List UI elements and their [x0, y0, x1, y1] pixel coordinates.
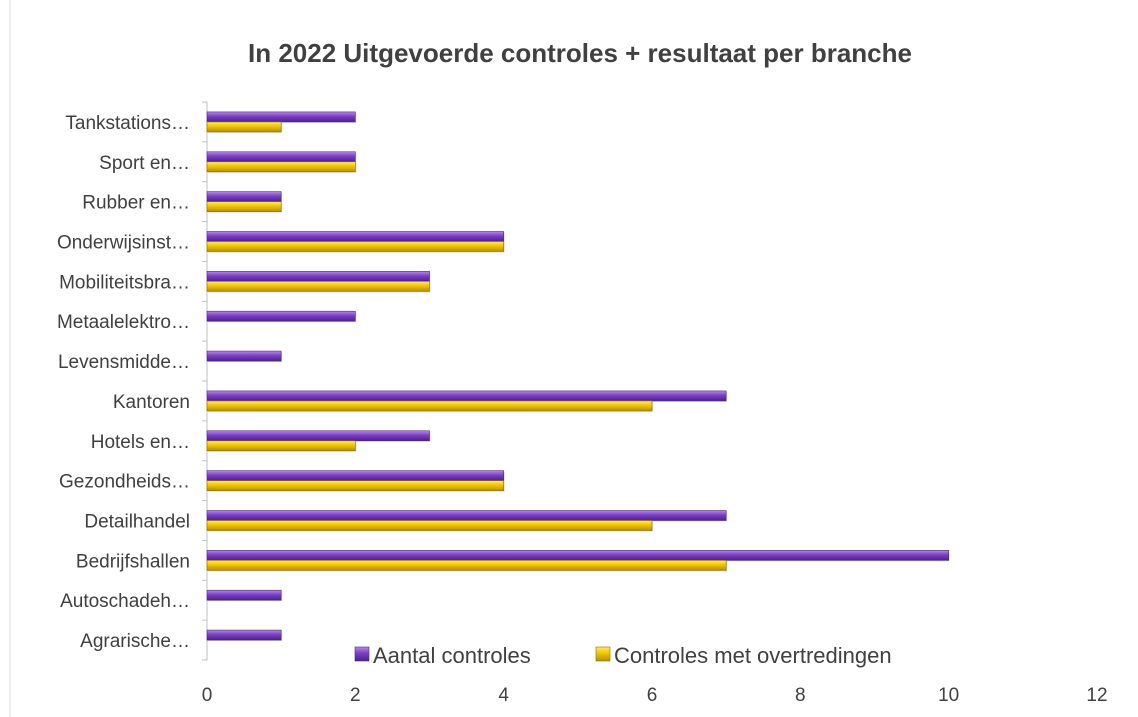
category-label: Agrarische… — [80, 631, 190, 652]
axis-layer — [202, 101, 208, 661]
x-tick-labels: 0 2 4 6 8 10 12 — [202, 685, 1108, 706]
bar-controles-met-overtredingen — [206, 281, 430, 292]
category-label: Tankstations… — [65, 113, 190, 134]
bar-aantal-controles — [206, 550, 949, 561]
bar-controles-met-overtredingen — [206, 560, 727, 571]
x-tick-label: 0 — [202, 685, 213, 706]
category-label: Detailhandel — [84, 512, 190, 533]
category-label: Levensmidde… — [58, 352, 190, 373]
x-tick-label: 4 — [498, 685, 509, 706]
x-tick-label: 12 — [1086, 685, 1107, 706]
bars-layer — [206, 111, 950, 642]
bar-controles-met-overtredingen — [206, 161, 356, 173]
category-label: Gezondheids… — [59, 472, 190, 493]
bar-aantal-controles — [206, 111, 356, 123]
bar-aantal-controles — [206, 310, 356, 322]
x-tick-label: 8 — [795, 685, 806, 706]
category-label: Kantoren — [113, 392, 190, 413]
bar-controles-met-overtredingen — [206, 520, 653, 531]
chart-title: In 2022 Uitgevoerde controles + resultaa… — [248, 38, 912, 68]
category-label: Rubber en… — [82, 193, 190, 214]
bar-aantal-controles — [206, 271, 430, 282]
bar-aantal-controles — [206, 589, 282, 601]
category-label: Sport en… — [99, 153, 190, 174]
category-label: Onderwijsinst… — [57, 233, 190, 254]
category-label: Bedrijfshallen — [76, 551, 190, 572]
bar-controles-met-overtredingen — [206, 440, 356, 452]
category-label: Mobiliteitsbra… — [59, 272, 190, 293]
bar-controles-met-overtredingen — [206, 400, 653, 412]
category-label: Hotels en… — [91, 432, 190, 453]
legend: Aantal controles Controles met overtredin… — [354, 643, 892, 668]
legend-label: Controles met overtredingen — [614, 643, 892, 668]
bar-aantal-controles — [206, 470, 504, 481]
legend-swatch — [595, 646, 611, 662]
bar-aantal-controles — [206, 191, 282, 202]
bar-aantal-controles — [206, 231, 504, 242]
bar-aantal-controles — [206, 629, 282, 641]
x-tick-label: 6 — [647, 685, 658, 706]
bar-controles-met-overtredingen — [206, 201, 282, 212]
category-label: Metaalelektro… — [57, 312, 190, 333]
bar-aantal-controles — [206, 430, 430, 442]
legend-swatch — [354, 646, 370, 662]
legend-label: Aantal controles — [373, 643, 531, 668]
category-labels: Agrarische… Autoschadeh… Bedrijfshallen Det… — [57, 113, 190, 652]
x-tick-label: 2 — [350, 685, 361, 706]
bar-controles-met-overtredingen — [206, 121, 282, 133]
bar-aantal-controles — [206, 510, 727, 521]
bar-aantal-controles — [206, 390, 727, 402]
category-label: Autoschadeh… — [60, 591, 190, 612]
bar-controles-met-overtredingen — [206, 241, 504, 252]
bar-aantal-controles — [206, 350, 282, 362]
x-tick-label: 10 — [938, 685, 959, 706]
bar-aantal-controles — [206, 151, 356, 163]
bar-controles-met-overtredingen — [206, 480, 504, 491]
